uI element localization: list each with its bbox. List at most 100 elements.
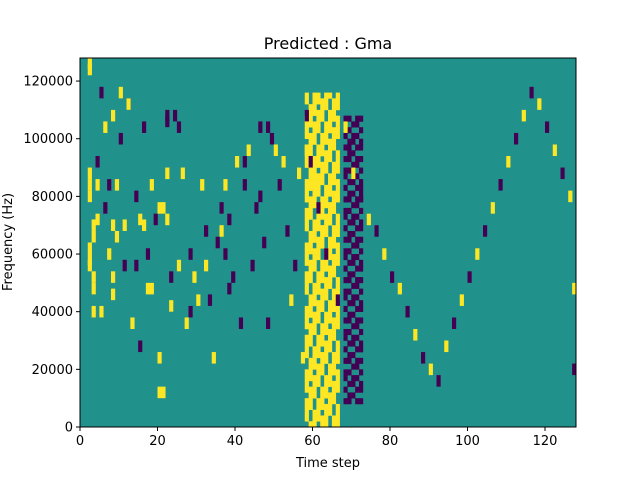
heatmap-cell: [273, 144, 278, 157]
heatmap-cell: [304, 346, 309, 353]
heatmap-cell: [87, 167, 92, 180]
heatmap-cell: [316, 415, 321, 422]
heatmap-cell: [142, 219, 147, 231]
heatmap-cell: [328, 150, 333, 157]
y-tick-label: 20000: [32, 363, 73, 378]
heatmap-cell: [304, 248, 309, 255]
heatmap-cell: [111, 219, 116, 231]
heatmap-cell: [304, 179, 309, 186]
heatmap-cell: [324, 380, 329, 387]
heatmap-cell: [219, 202, 224, 214]
heatmap-cell: [304, 98, 309, 105]
heatmap-cell: [359, 386, 364, 393]
heatmap-cell: [359, 127, 364, 134]
heatmap-cell: [308, 340, 313, 347]
heatmap-cell: [351, 380, 356, 387]
heatmap-cell: [335, 409, 340, 416]
heatmap-cell: [138, 213, 143, 226]
heatmap-cell: [428, 363, 433, 376]
heatmap-cell: [320, 202, 325, 209]
heatmap-cell: [122, 259, 127, 272]
x-axis-label: Time step: [295, 456, 360, 471]
heatmap-cell: [521, 109, 526, 122]
heatmap-cell: [328, 265, 333, 272]
heatmap-cell: [316, 115, 321, 122]
heatmap-cell: [320, 363, 325, 370]
heatmap-cell: [355, 386, 360, 393]
heatmap-cell: [91, 282, 96, 295]
heatmap-cell: [397, 282, 402, 295]
heatmap-cell: [328, 282, 333, 289]
heatmap-cell: [359, 184, 364, 191]
heatmap-cell: [165, 115, 170, 128]
heatmap-cell: [324, 213, 329, 220]
heatmap-cell: [204, 259, 209, 272]
heatmap-cell: [308, 196, 313, 203]
heatmap-cell: [359, 225, 364, 232]
y-tick-label: 80000: [32, 190, 73, 205]
heatmap-cell: [316, 109, 321, 116]
heatmap-cell: [324, 317, 329, 324]
heatmap-cell: [335, 352, 340, 359]
heatmap-cell: [312, 363, 317, 370]
heatmap-cell: [331, 386, 337, 393]
heatmap-cell: [231, 271, 236, 283]
heatmap-cell: [320, 161, 325, 168]
heatmap-cell: [320, 271, 325, 278]
heatmap-cell: [343, 121, 348, 133]
heatmap-cell: [444, 340, 449, 353]
heatmap-cell: [312, 156, 317, 163]
heatmap-cell: [335, 369, 340, 376]
heatmap-cell: [572, 363, 577, 376]
heatmap-cell: [320, 265, 325, 272]
heatmap-cell: [324, 421, 329, 428]
heatmap-cell: [324, 392, 329, 399]
heatmap-cell: [316, 121, 321, 128]
heatmap-cell: [335, 196, 340, 203]
heatmap-cell: [351, 138, 356, 145]
heatmap-cell: [316, 161, 321, 168]
heatmap-cell: [335, 179, 340, 186]
heatmap-cell: [324, 150, 329, 157]
heatmap-cell: [304, 132, 309, 140]
heatmap-cell: [351, 179, 356, 186]
heatmap-cell: [331, 317, 337, 324]
heatmap-cell: [355, 305, 360, 312]
heatmap-cell: [328, 369, 333, 376]
heatmap-cell: [324, 357, 329, 364]
heatmap-cell: [335, 104, 340, 111]
heatmap-cell: [343, 207, 348, 214]
heatmap-cell: [316, 254, 321, 261]
heatmap-cell: [304, 242, 309, 249]
heatmap-cell: [312, 288, 317, 295]
plot-frame: [79, 57, 577, 428]
heatmap-cell: [320, 104, 325, 111]
heatmap-cell: [316, 190, 321, 197]
heatmap-cell: [308, 104, 313, 111]
heatmap-cell: [331, 363, 337, 370]
heatmap-cell: [343, 167, 348, 174]
heatmap-cell: [316, 369, 321, 376]
heatmap-cell: [328, 392, 333, 399]
heatmap-cell: [331, 161, 337, 168]
heatmap-cell: [359, 288, 364, 295]
heatmap-cell: [312, 202, 317, 209]
heatmap-cell: [320, 259, 325, 266]
heatmap-cell: [343, 156, 348, 163]
heatmap-cell: [320, 294, 325, 301]
heatmap-cell: [335, 277, 340, 284]
heatmap-cell: [331, 167, 337, 174]
heatmap-cell: [335, 375, 340, 382]
heatmap-cell: [343, 386, 348, 393]
heatmap-cell: [351, 161, 356, 168]
heatmap-cell: [308, 207, 313, 214]
heatmap-cell: [312, 236, 317, 243]
heatmap-cell: [343, 346, 348, 353]
heatmap-cell: [347, 138, 352, 145]
heatmap-cell: [312, 392, 317, 399]
heatmap-cell: [304, 334, 309, 341]
heatmap-cell: [320, 369, 325, 376]
heatmap-cell: [343, 294, 348, 301]
heatmap-cell: [359, 317, 364, 324]
heatmap-cell: [316, 282, 321, 289]
